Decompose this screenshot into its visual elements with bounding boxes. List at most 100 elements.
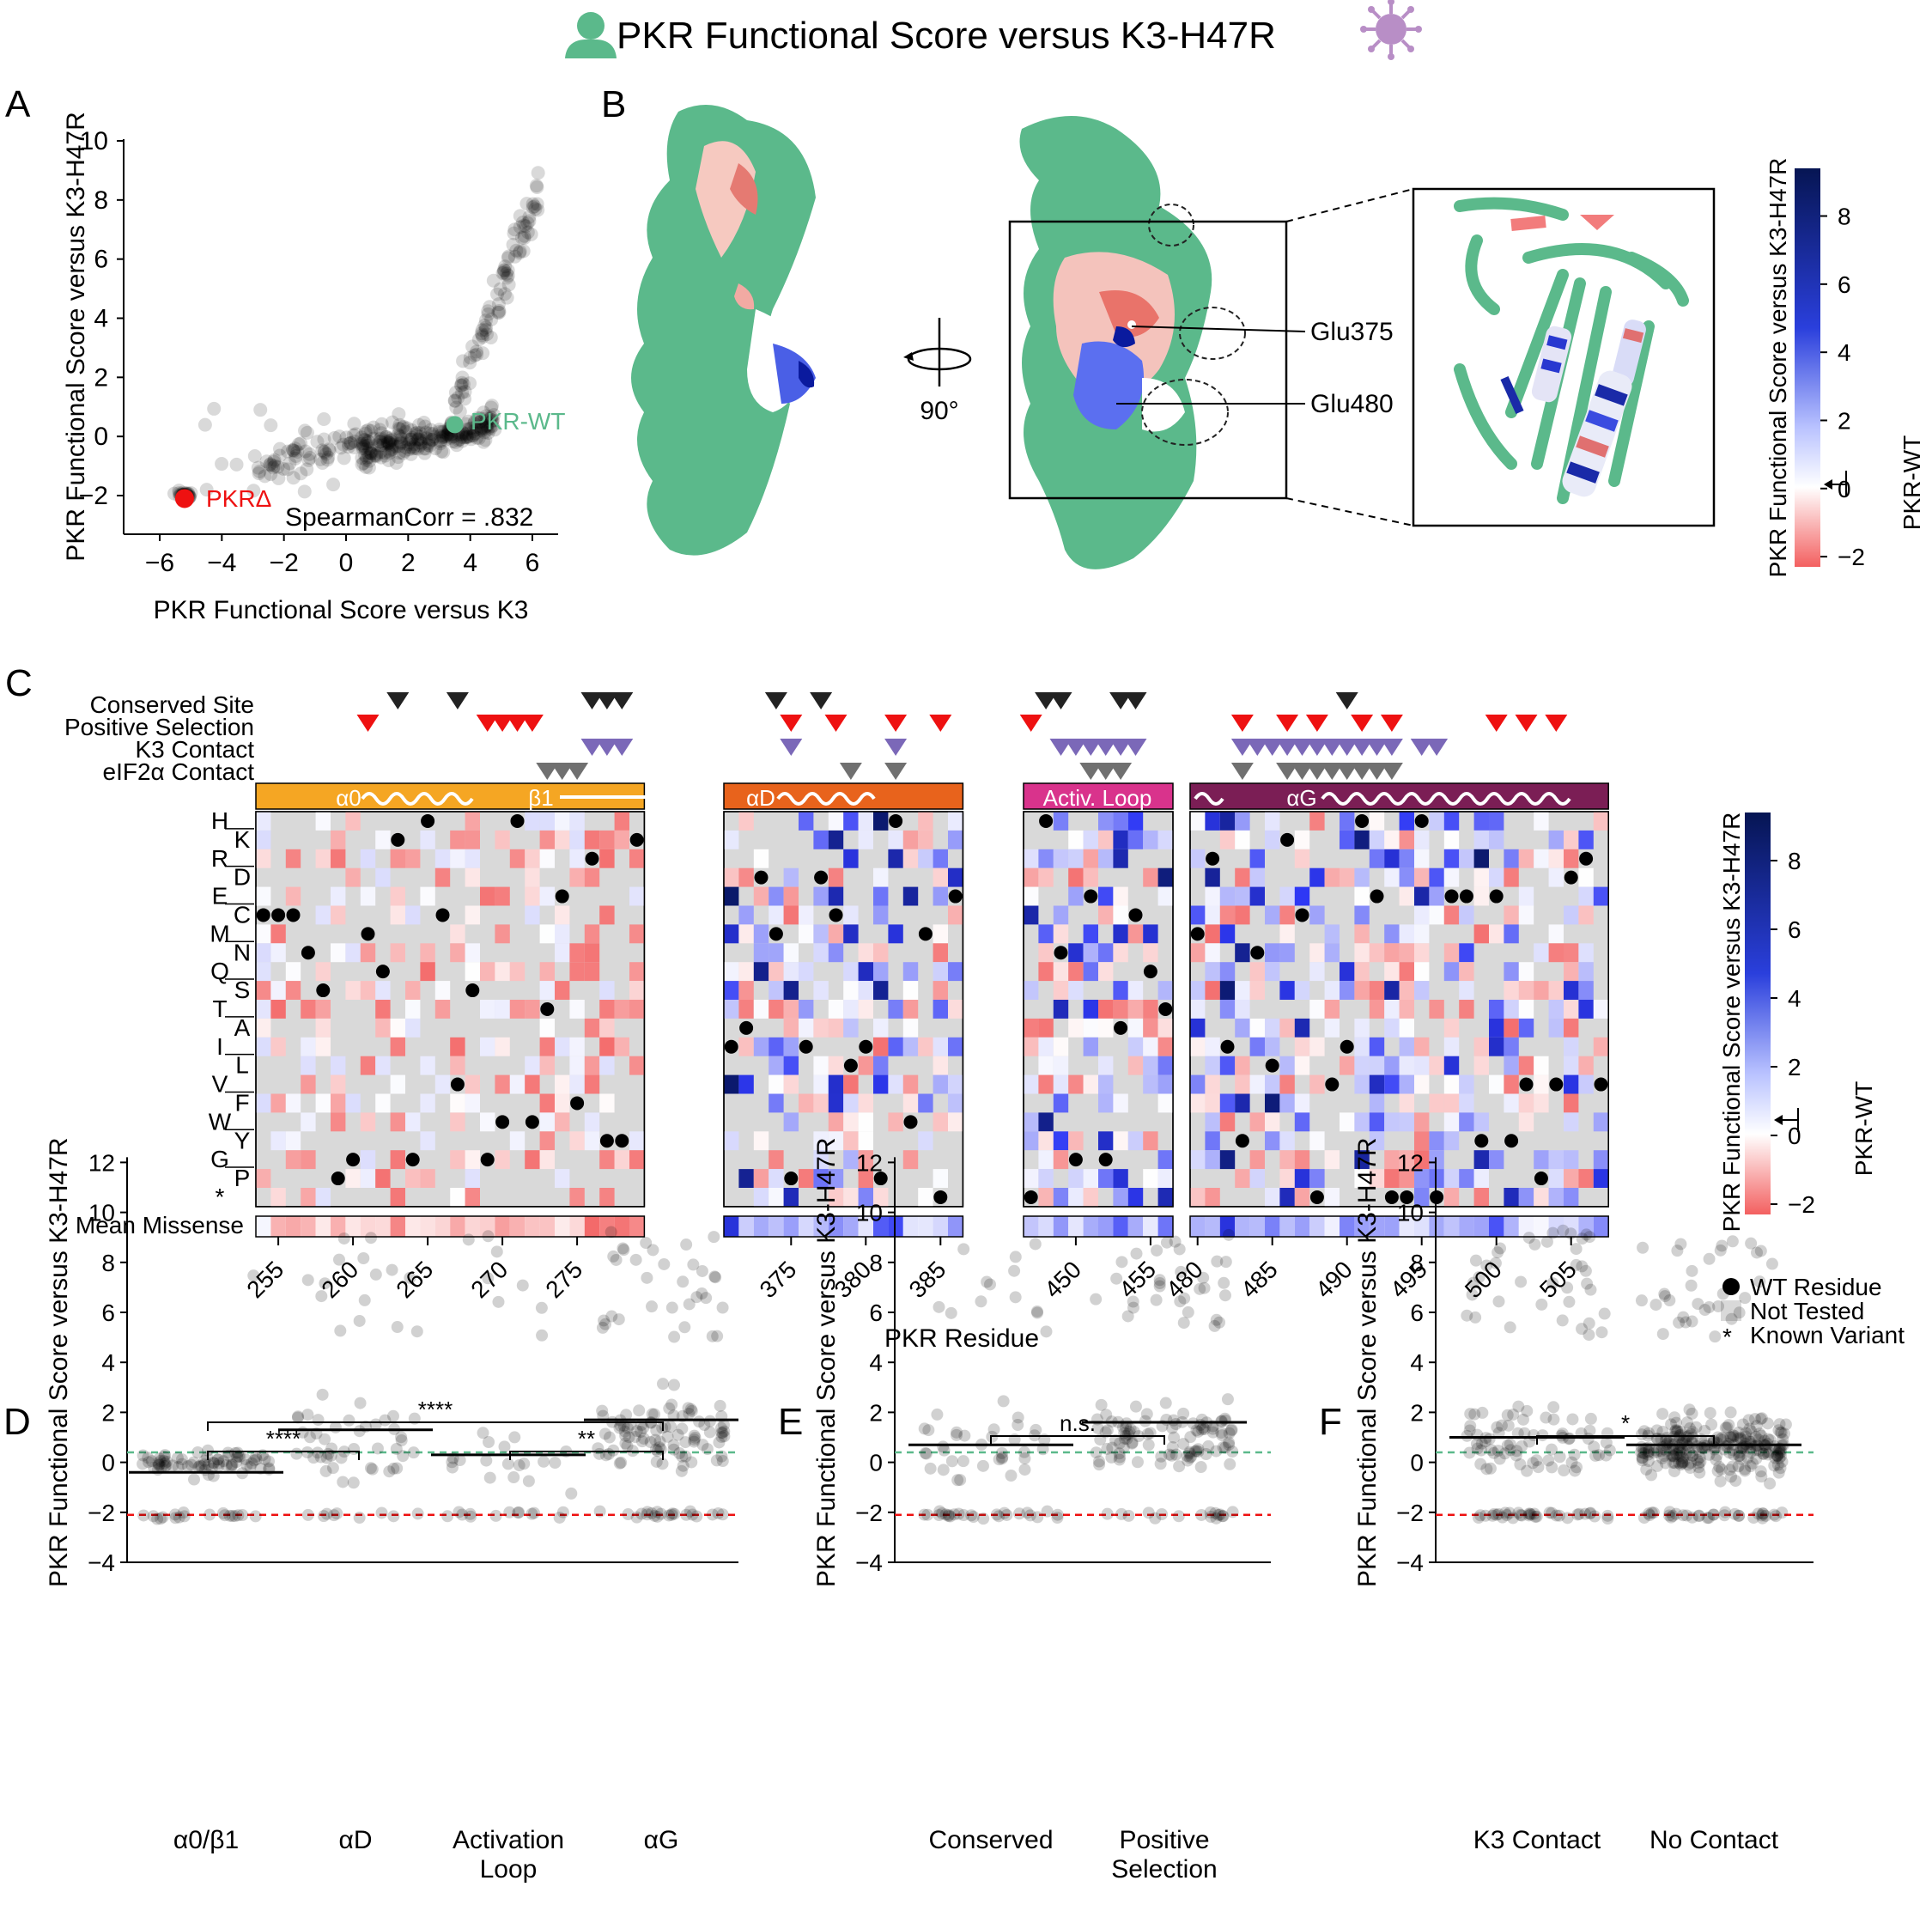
data-point (951, 1474, 964, 1487)
heatmap-cell (1068, 1131, 1084, 1151)
data-point (151, 1512, 164, 1525)
a-point (302, 447, 317, 461)
data-point (1753, 1275, 1766, 1288)
data-point (202, 1444, 215, 1457)
a-point (484, 400, 499, 415)
positive-selection-marker (506, 715, 529, 732)
data-point (1012, 1411, 1024, 1424)
heatmap-cell (390, 1112, 405, 1132)
heatmap-cell (1429, 905, 1444, 925)
data-point (1126, 1437, 1139, 1450)
data-point (513, 1506, 526, 1519)
a-point (526, 197, 540, 211)
label-glu375: Glu375 (1310, 318, 1394, 346)
data-point (668, 1379, 681, 1391)
wt-residue-dot (1519, 1077, 1534, 1092)
eif2a-contact-marker (1109, 763, 1133, 780)
heatmap-cell (1157, 1056, 1173, 1075)
data-point (1579, 1507, 1592, 1520)
a-point (436, 445, 451, 460)
data-point (1461, 1309, 1473, 1322)
a-xtick-label: 6 (526, 549, 540, 577)
data-point (1041, 1505, 1054, 1518)
a-point (474, 423, 489, 438)
a-point (480, 418, 495, 433)
data-point (630, 1511, 643, 1524)
heatmap-cell (1190, 1150, 1206, 1170)
data-point (1774, 1462, 1787, 1475)
panel-c-xlabel: PKR Residue (884, 1324, 1039, 1353)
heatmap-cell (1113, 1188, 1128, 1207)
data-point (647, 1244, 659, 1257)
data-point (226, 1458, 239, 1471)
a-point (458, 384, 472, 399)
data-point (1667, 1510, 1680, 1523)
heatmap-cell (1309, 1169, 1325, 1188)
heatmap-cell (724, 1074, 739, 1094)
mean-missense-cell (569, 1216, 585, 1237)
data-point (1583, 1424, 1596, 1437)
data-point (1142, 1506, 1155, 1519)
heatmap-cell (599, 981, 615, 1000)
heatmap-cell (1414, 981, 1430, 1000)
a-point (355, 451, 369, 466)
heatmap-cell (1473, 867, 1489, 887)
a-point (317, 432, 331, 447)
y-tick-label: 6 (869, 1299, 883, 1326)
data-point (653, 1435, 666, 1448)
heatmap-cell (1053, 812, 1069, 831)
category-label: No Contact (1649, 1826, 1779, 1854)
data-point (240, 1458, 253, 1471)
panel-c-letter: C (5, 662, 33, 704)
data-point (1680, 1416, 1693, 1429)
heatmap-cell (1279, 981, 1295, 1000)
heatmap-cell (769, 1093, 784, 1113)
data-point (387, 1462, 400, 1475)
data-point (1475, 1437, 1488, 1450)
data-point (1558, 1464, 1571, 1476)
mean-missense-cell (525, 1216, 540, 1237)
heatmap-cell (1593, 1112, 1609, 1132)
a-point (394, 432, 409, 447)
heatmap-cell (918, 849, 933, 868)
heatmap-cell (873, 905, 889, 925)
a-point (393, 435, 408, 450)
heatmap-cell (1384, 1056, 1400, 1075)
data-point (307, 1452, 320, 1464)
a-point (392, 422, 407, 436)
data-point (975, 1295, 987, 1308)
category-label: K3 Contact (1473, 1826, 1601, 1854)
heatmap-cell (1564, 1112, 1579, 1132)
data-point (1563, 1295, 1576, 1308)
data-point (1642, 1445, 1655, 1458)
a-point (374, 431, 388, 446)
a-point (480, 423, 495, 437)
heatmap-cell (1083, 1074, 1098, 1094)
heatmap-cell (1399, 962, 1414, 982)
heatmap-cell (420, 1131, 435, 1151)
data-point (965, 1509, 978, 1522)
data-point (366, 1463, 379, 1476)
mean-missense-cell (1324, 1216, 1340, 1237)
heatmap-cell (858, 1188, 873, 1207)
heatmap-cell (465, 1188, 480, 1207)
a-point (478, 323, 493, 338)
heatmap-cell (614, 1037, 629, 1056)
mean-missense-cell (509, 1216, 526, 1237)
heatmap-cell (1369, 1074, 1385, 1094)
heatmap-cell (450, 849, 465, 868)
data-point (685, 1456, 698, 1469)
heatmap-cell (1489, 1037, 1504, 1056)
c-xtick-label: 450 (1039, 1256, 1086, 1303)
heatmap-cell (1024, 1112, 1039, 1132)
mean-missense-cell (480, 1216, 495, 1237)
data-point (1496, 1511, 1509, 1524)
heatmap-cell (301, 1056, 316, 1075)
data-point (318, 1510, 331, 1523)
heatmap-cell (1294, 1018, 1310, 1038)
heatmap-cell (465, 1169, 480, 1188)
heatmap-cell (331, 1074, 346, 1094)
k3-contact-marker (1425, 739, 1449, 756)
data-point (1474, 1509, 1487, 1522)
heatmap-cell (1369, 1037, 1385, 1056)
